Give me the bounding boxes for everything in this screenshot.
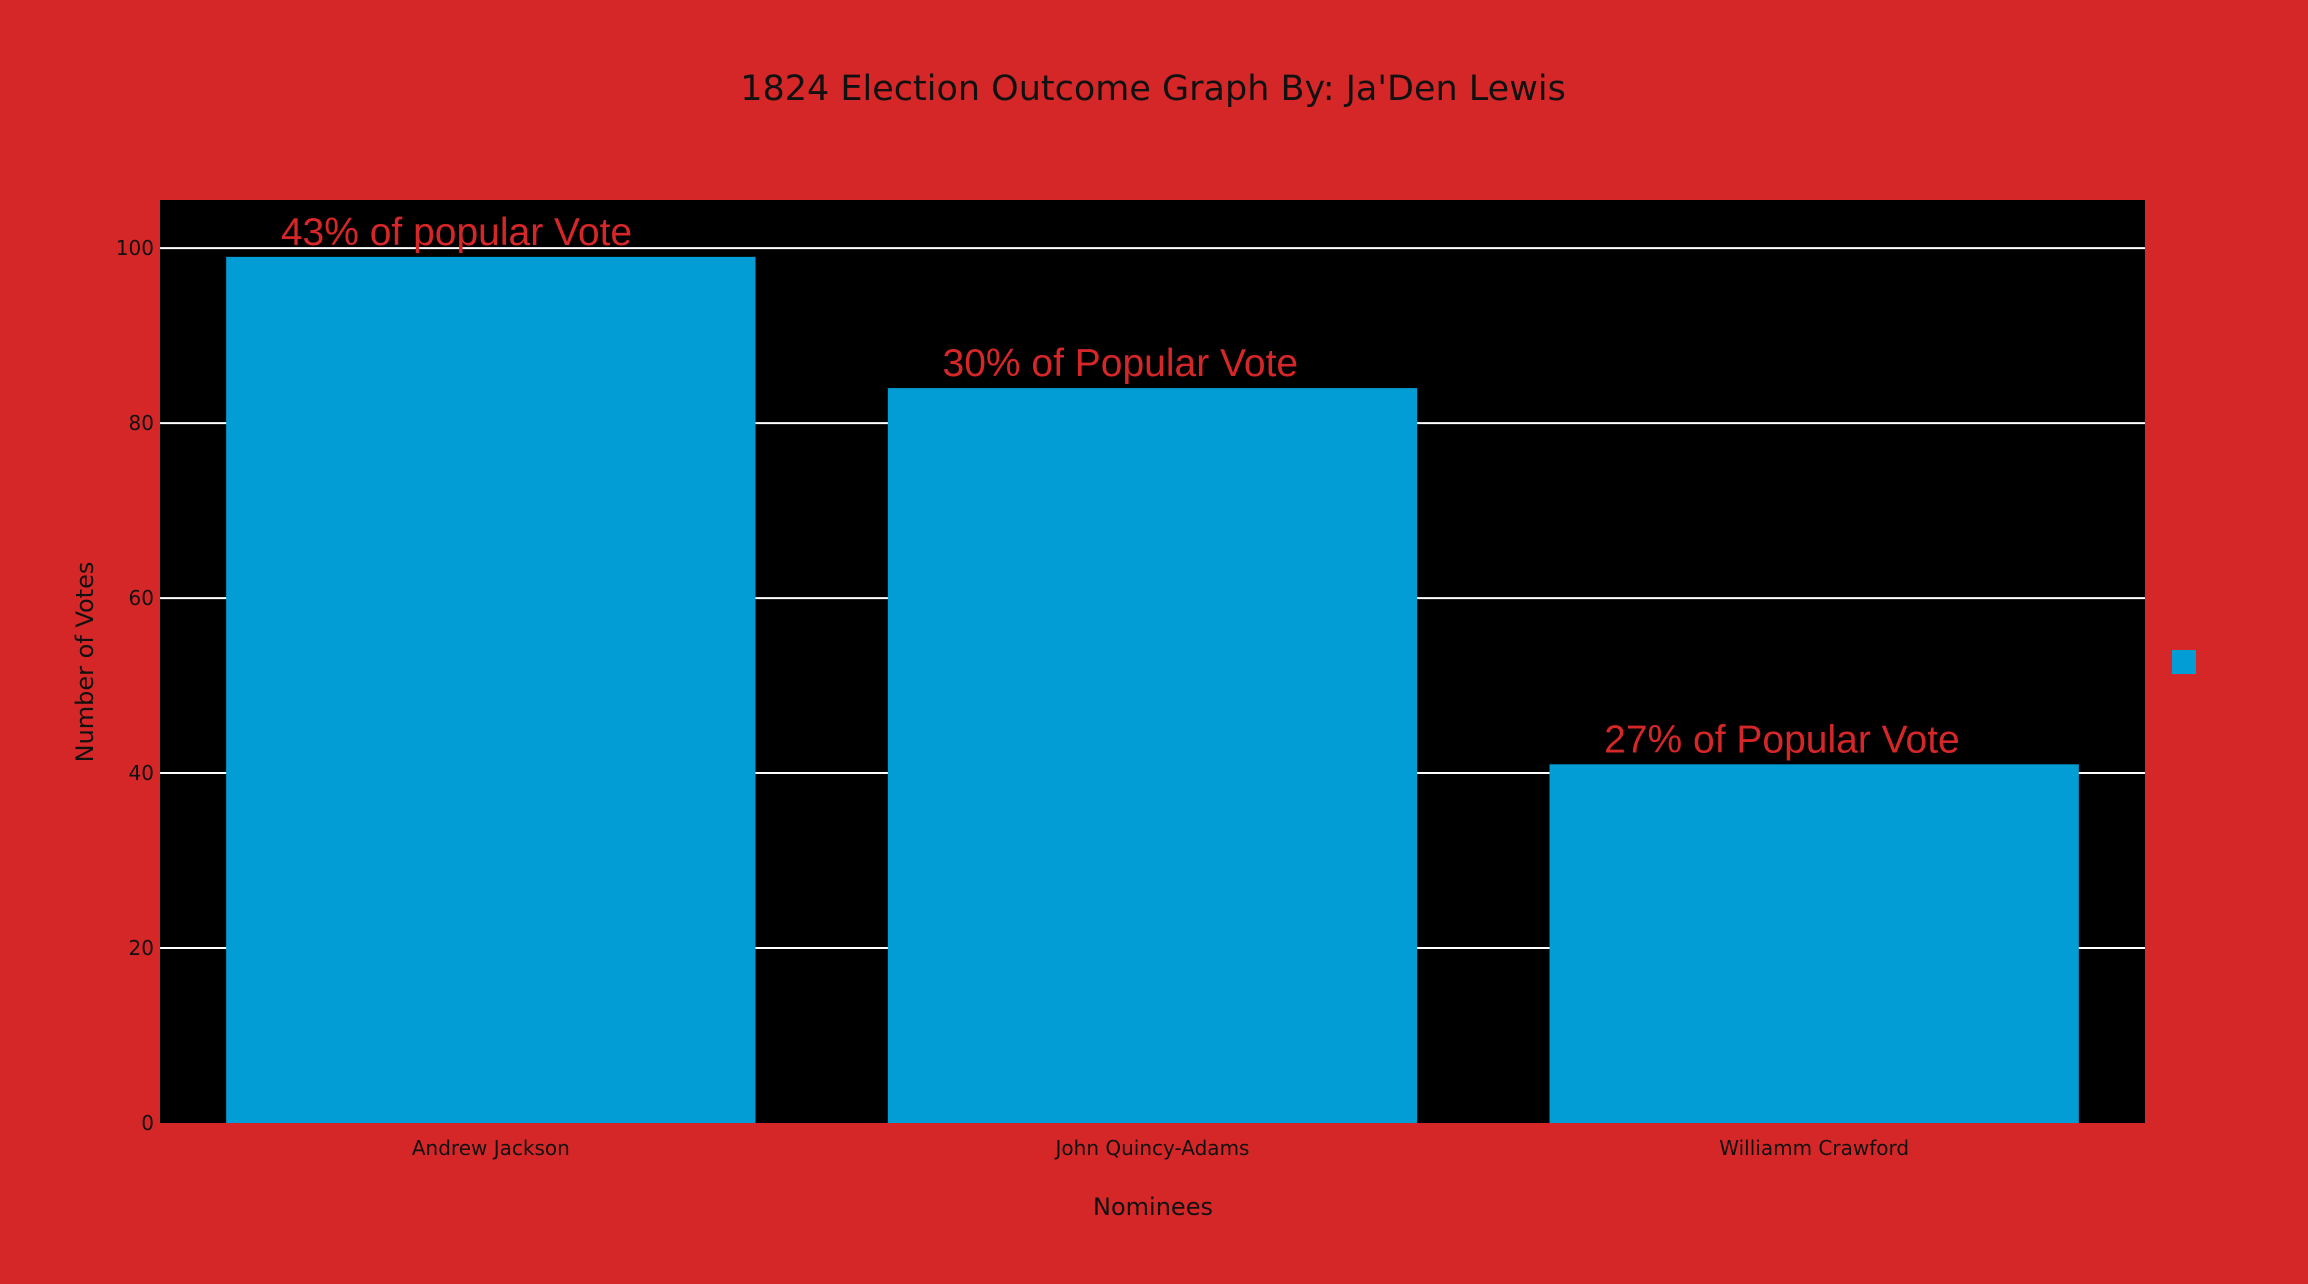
chart-title: 1824 Election Outcome Graph By: Ja'Den L… [740, 69, 1566, 109]
legend[interactable] [2172, 650, 2196, 674]
y-tick-label: 100 [116, 236, 154, 260]
bar[interactable] [226, 256, 756, 1123]
bar[interactable] [1549, 764, 2079, 1123]
x-tick-label: Williamm Crawford [1719, 1136, 1909, 1160]
y-tick-label: 20 [129, 936, 154, 960]
y-tick-label: 60 [129, 586, 154, 610]
x-tick-label: Andrew Jackson [412, 1136, 570, 1160]
legend-swatch[interactable] [2172, 650, 2196, 674]
bar-annotation: 43% of popular Vote [281, 211, 632, 254]
bar-annotations: 43% of popular Vote 30% of Popular Vote 27… [281, 211, 1960, 761]
bar-annotation: 30% of Popular Vote [943, 342, 1299, 385]
bar-annotation: 27% of Popular Vote [1604, 718, 1960, 761]
bars [226, 256, 2079, 1124]
y-tick-label: 40 [129, 761, 154, 785]
x-tick-label: John Quincy-Adams [1054, 1136, 1250, 1160]
bar[interactable] [887, 388, 1418, 1124]
x-axis-title: Nominees [1093, 1193, 1213, 1221]
y-tick-label: 0 [141, 1111, 154, 1135]
y-axis-ticks: 0 20 40 60 80 100 [116, 236, 154, 1135]
y-axis-title: Number of Votes [71, 562, 99, 763]
y-tick-label: 80 [129, 411, 154, 435]
x-axis-ticks: Andrew Jackson John Quincy-Adams Williamm … [412, 1136, 1909, 1160]
